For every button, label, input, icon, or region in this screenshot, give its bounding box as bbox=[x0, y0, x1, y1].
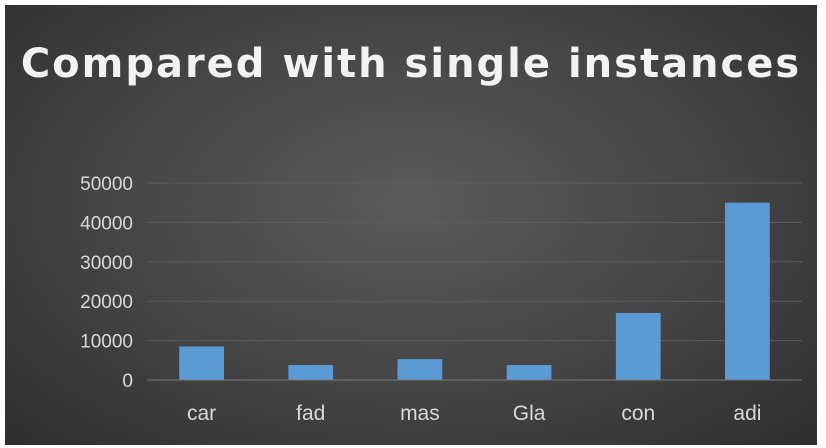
x-category-label: adi bbox=[733, 402, 761, 425]
y-tick-label: 10000 bbox=[80, 332, 133, 353]
bar-fad bbox=[288, 365, 334, 380]
x-axis-categories: car fad mas Gla con adi bbox=[187, 402, 761, 425]
x-category-label: car bbox=[187, 402, 216, 425]
y-tick-label: 20000 bbox=[80, 292, 133, 313]
y-tick-label: 40000 bbox=[80, 213, 133, 234]
x-category-label: mas bbox=[400, 402, 440, 425]
bar-car bbox=[179, 346, 224, 380]
y-axis-ticks: 0 10000 20000 30000 40000 50000 bbox=[80, 174, 133, 392]
bar-mas bbox=[397, 359, 443, 380]
bars bbox=[179, 202, 770, 380]
x-category-label: Gla bbox=[513, 402, 546, 425]
y-tick-label: 30000 bbox=[80, 253, 133, 274]
gridlines bbox=[147, 182, 802, 342]
x-category-label: fad bbox=[296, 402, 325, 425]
bar-adi bbox=[725, 202, 770, 380]
chart-title: Compared with single instances bbox=[20, 41, 802, 87]
y-tick-label: 0 bbox=[122, 371, 133, 392]
y-tick-label: 50000 bbox=[80, 174, 133, 195]
bar-gla bbox=[506, 365, 552, 380]
x-category-label: con bbox=[621, 402, 655, 425]
chart-container: Compared with single instances 0 10000 200… bbox=[5, 5, 817, 445]
bar-con bbox=[615, 313, 661, 380]
